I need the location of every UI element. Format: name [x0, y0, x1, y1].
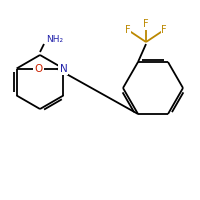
- Text: O: O: [34, 64, 43, 73]
- Text: F: F: [125, 25, 131, 35]
- Text: NH₂: NH₂: [46, 34, 63, 44]
- Text: F: F: [161, 25, 167, 35]
- Text: F: F: [143, 19, 149, 29]
- Text: N: N: [60, 64, 67, 73]
